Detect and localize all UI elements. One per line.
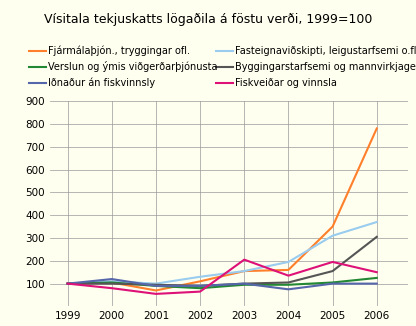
Text: Verslun og ýmis viðgerðarþjónusta: Verslun og ýmis viðgerðarþjónusta [48,61,217,72]
Text: Fasteignaviðskipti, leigustarfsemi o.fl.: Fasteignaviðskipti, leigustarfsemi o.fl. [235,46,416,55]
Text: Byggingarstarfsemi og mannvirkjagerð: Byggingarstarfsemi og mannvirkjagerð [235,62,416,72]
Text: Fjármálaþjón., tryggingar ofl.: Fjármálaþjón., tryggingar ofl. [48,45,190,56]
Text: Fiskveiðar og vinnsla: Fiskveiðar og vinnsla [235,78,337,88]
Text: Iðnaður án fiskvinnslу: Iðnaður án fiskvinnslу [48,78,155,88]
Text: Vísitala tekjuskatts lögaðila á föstu verði, 1999=100: Vísitala tekjuskatts lögaðila á föstu ve… [44,13,372,26]
